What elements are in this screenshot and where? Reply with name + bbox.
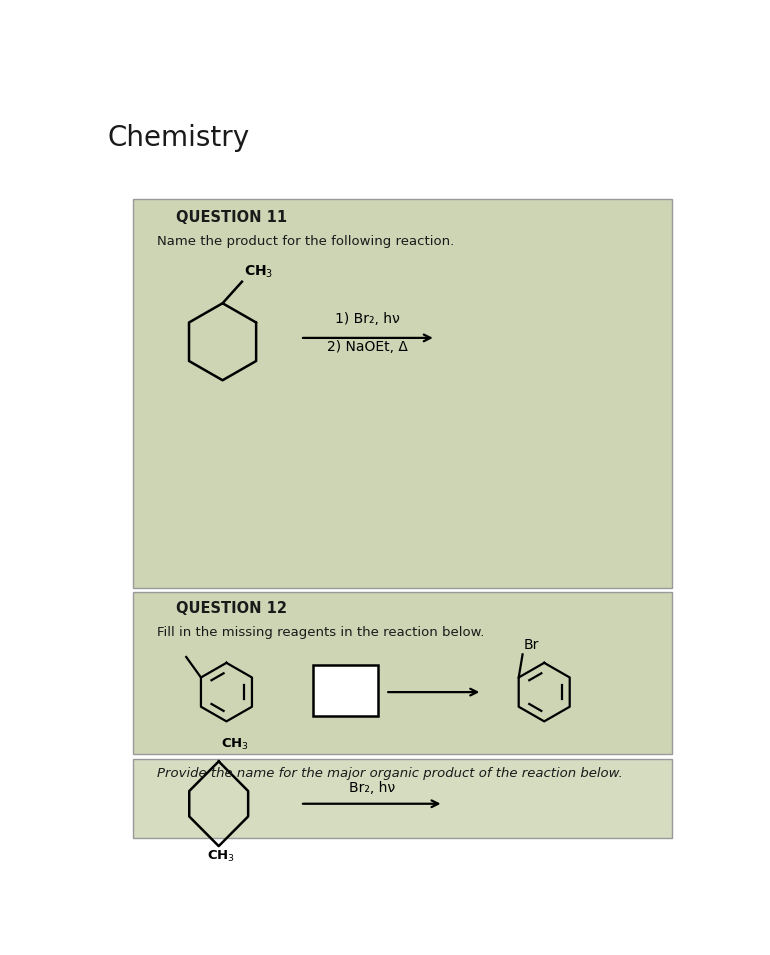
Text: Br: Br [524, 638, 540, 652]
Text: Fill in the missing reagents in the reaction below.: Fill in the missing reagents in the reac… [157, 626, 484, 639]
FancyBboxPatch shape [133, 759, 672, 838]
FancyBboxPatch shape [133, 200, 672, 588]
FancyBboxPatch shape [313, 665, 378, 716]
Text: CH$_3$: CH$_3$ [207, 849, 235, 864]
Text: CH$_3$: CH$_3$ [221, 737, 249, 753]
Text: Name the product for the following reaction.: Name the product for the following react… [157, 235, 454, 247]
Text: QUESTION 11: QUESTION 11 [176, 210, 287, 225]
Text: QUESTION 12: QUESTION 12 [176, 602, 287, 616]
Text: CH$_3$: CH$_3$ [243, 264, 273, 280]
FancyBboxPatch shape [133, 592, 672, 753]
Text: Provide the name for the major organic product of the reaction below.: Provide the name for the major organic p… [157, 767, 623, 780]
Text: Chemistry: Chemistry [108, 124, 250, 152]
Text: 1) Br₂, hν: 1) Br₂, hν [336, 311, 400, 326]
Text: 2) NaOEt, Δ: 2) NaOEt, Δ [327, 340, 408, 354]
Text: Br₂, hν: Br₂, hν [349, 780, 395, 795]
